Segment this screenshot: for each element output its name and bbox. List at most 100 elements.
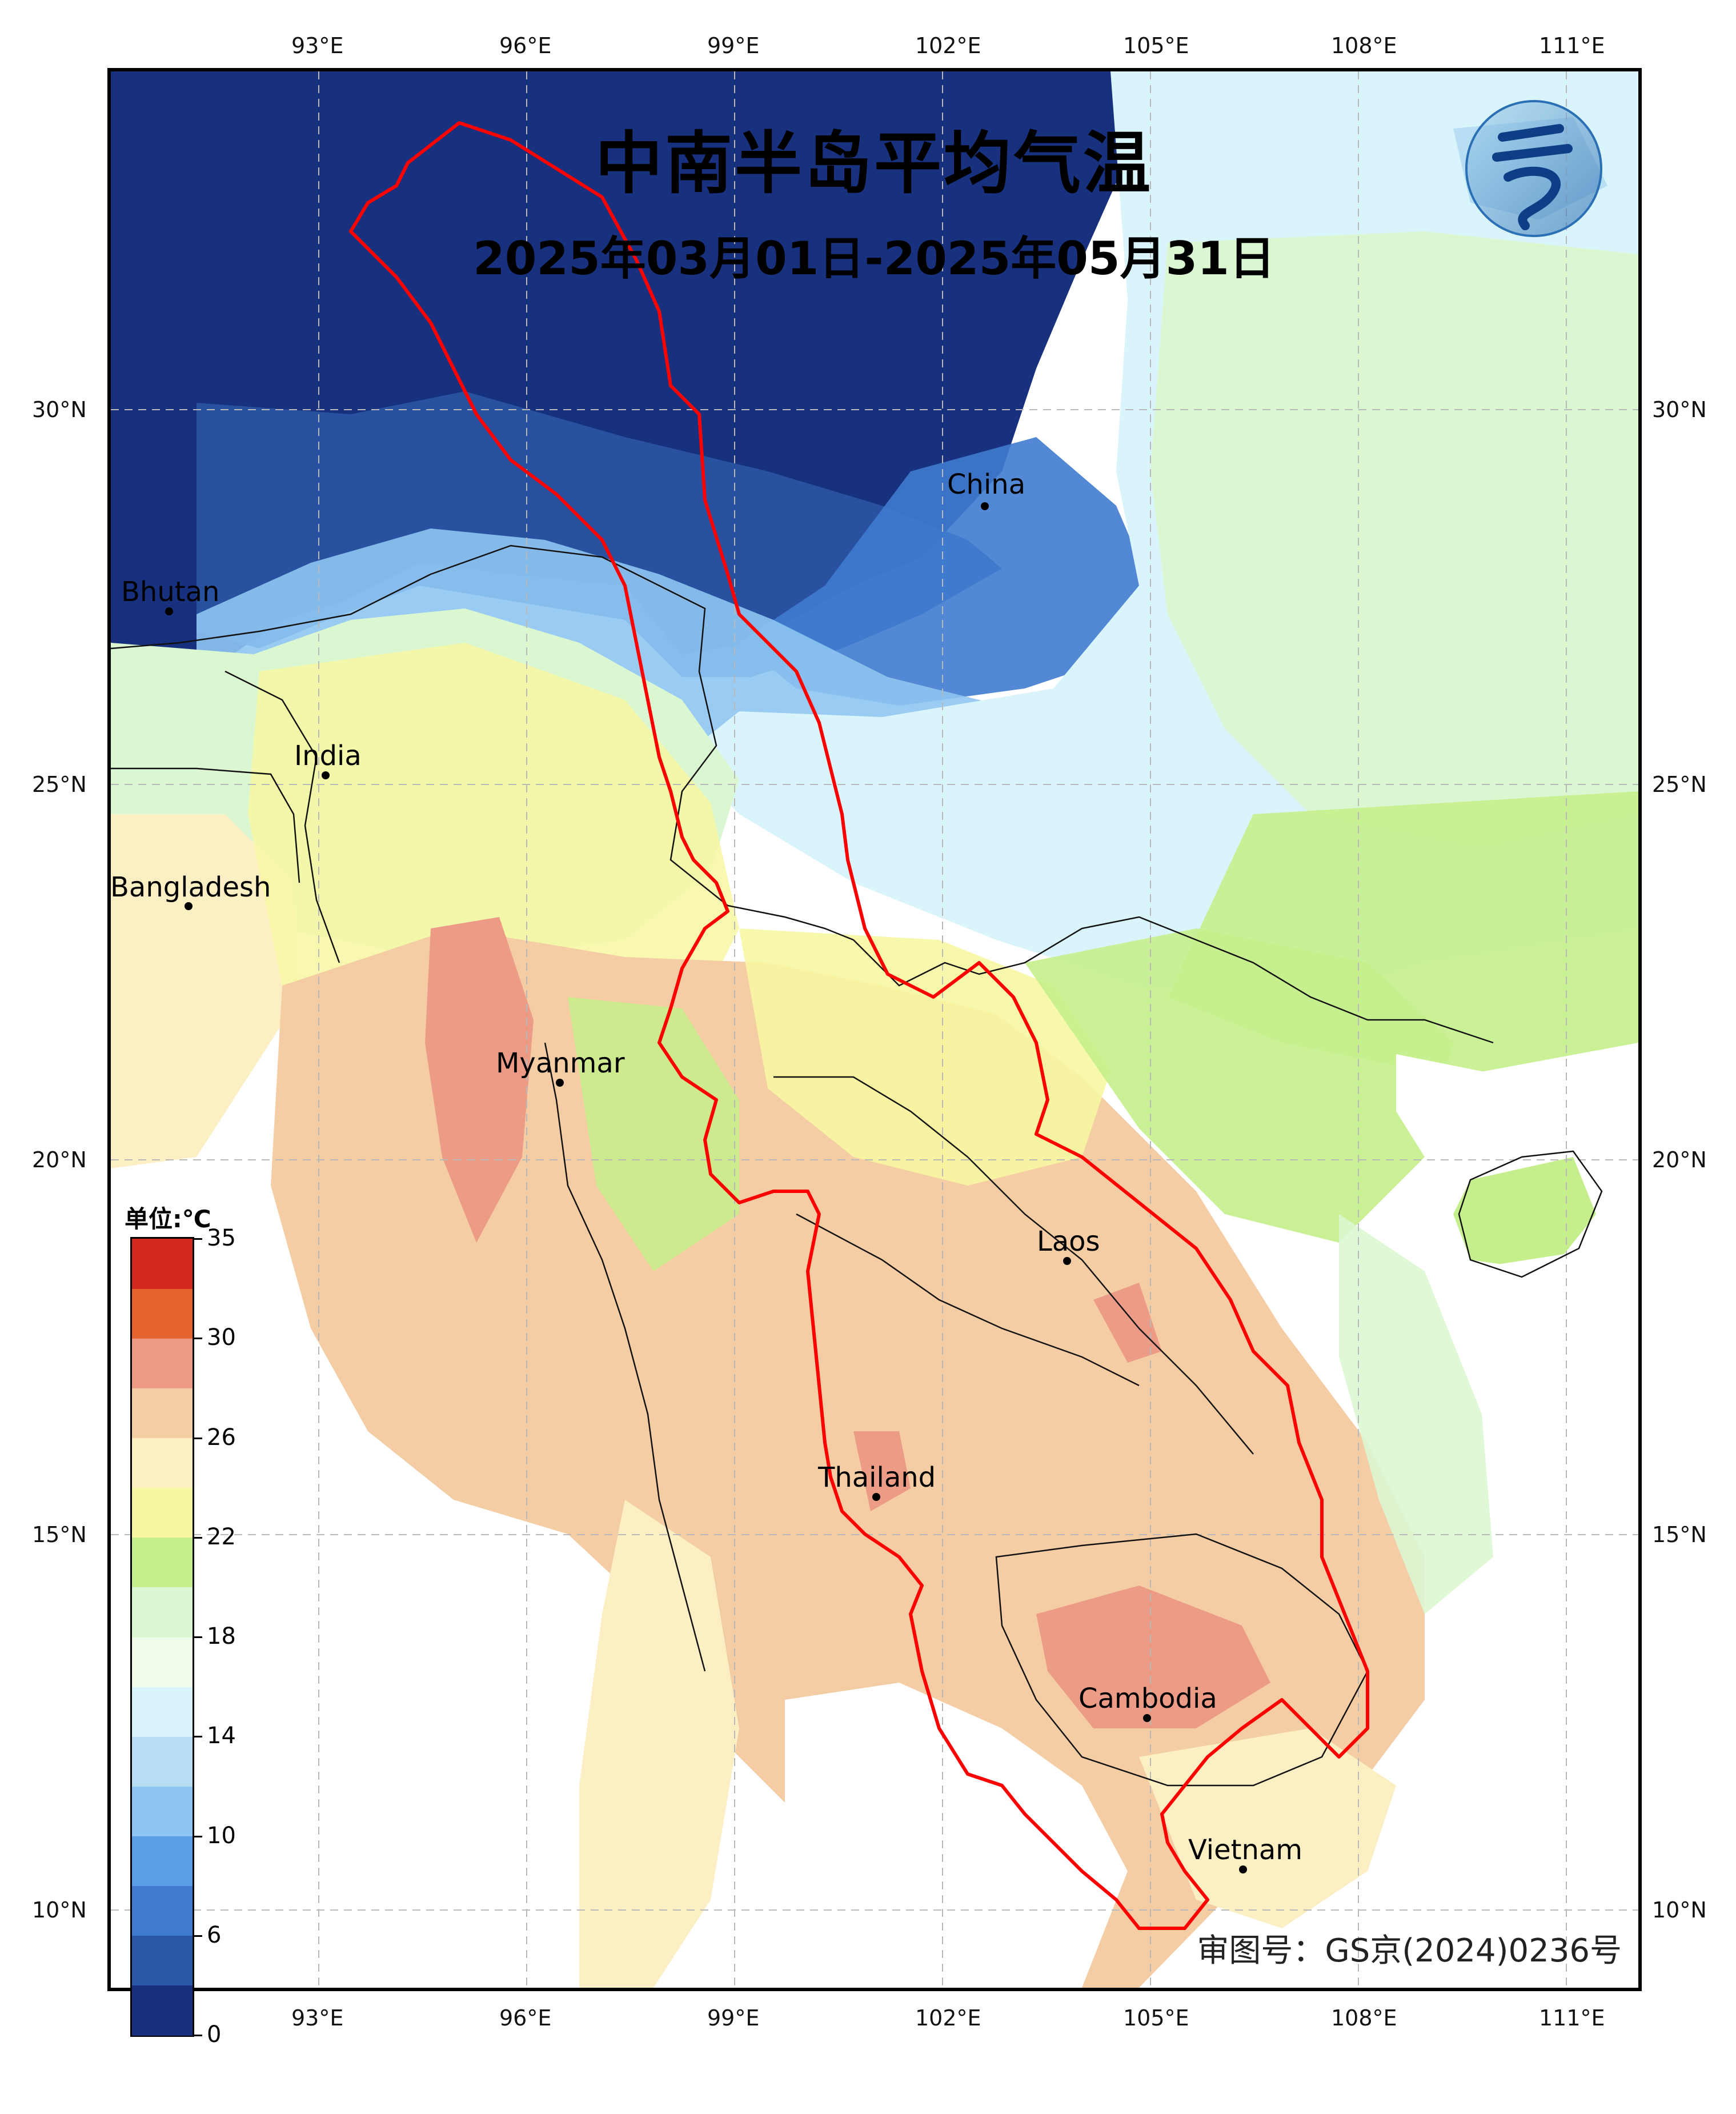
cambodia-hot: [1036, 1586, 1270, 1728]
colorbar-tick-label: 22: [207, 1523, 236, 1550]
lat-label-right-3: 15°N: [1652, 1522, 1707, 1547]
place-marker-cambodia: [1143, 1714, 1151, 1722]
lat-label-right-4: 10°N: [1652, 1897, 1707, 1923]
place-label-china: China: [947, 469, 1026, 501]
colorbar-segment: [132, 1537, 193, 1588]
colorbar-tick-mark: [194, 1437, 202, 1439]
map-panel: [107, 68, 1642, 1991]
colorbar-segment: [132, 1487, 193, 1538]
lon-label-bottom-5: 108°E: [1331, 2005, 1397, 2031]
myanmar-dry-zone-hot: [425, 917, 534, 1243]
place-label-cambodia: Cambodia: [1079, 1683, 1217, 1715]
lat-label-left-2: 20°N: [32, 1147, 87, 1172]
colorbar-tick-mark: [194, 1338, 202, 1340]
mekong-basin-outline: [349, 121, 1369, 1930]
lon-label-bottom-4: 105°E: [1123, 2005, 1189, 2031]
place-marker-china: [981, 502, 989, 510]
hainan-green: [1453, 1157, 1596, 1271]
lon-label-top-5: 108°E: [1331, 33, 1397, 58]
colorbar-tick-label: 0: [207, 2021, 222, 2048]
place-label-india: India: [294, 740, 362, 772]
place-label-vietnam: Vietnam: [1188, 1834, 1303, 1866]
lon-label-bottom-1: 96°E: [499, 2005, 552, 2031]
lon-label-top-0: 93°E: [291, 33, 344, 58]
lon-label-top-1: 96°E: [499, 33, 552, 58]
colorbar-tick-label: 30: [207, 1324, 236, 1351]
lon-label-top-2: 99°E: [707, 33, 760, 58]
colorbar-tick-label: 35: [207, 1225, 236, 1251]
temperature-map: [111, 71, 1638, 1988]
vietnam-coast-green: [1339, 1214, 1493, 1614]
lat-label-right-2: 20°N: [1652, 1147, 1707, 1172]
place-marker-laos: [1063, 1257, 1071, 1265]
place-label-thailand: Thailand: [818, 1462, 936, 1494]
lat-label-left-1: 25°N: [32, 772, 87, 797]
south-china-sea: [1396, 1243, 1638, 1988]
colorbar-tick-label: 26: [207, 1424, 236, 1451]
south-myanmar-strip: [579, 1500, 739, 1988]
colorbar: [130, 1237, 194, 2037]
vietnam-north-green: [1025, 928, 1453, 1243]
colorbar-tick-mark: [194, 1536, 202, 1539]
lat-label-right-0: 30°N: [1652, 397, 1707, 422]
lat-label-right-1: 25°N: [1652, 772, 1707, 797]
colorbar-tick-mark: [194, 1238, 202, 1240]
colorbar-segment: [132, 1985, 193, 2036]
colorbar-segment: [132, 1288, 193, 1339]
map-subtitle: 2025年03月01日-2025年05月31日: [473, 232, 1275, 285]
lon-label-bottom-6: 111°E: [1539, 2005, 1605, 2031]
colorbar-tick-mark: [194, 1935, 202, 1937]
place-marker-myanmar: [556, 1079, 564, 1087]
laos-hot: [1093, 1283, 1162, 1363]
colorbar-segment: [132, 1438, 193, 1488]
lon-label-top-3: 102°E: [915, 33, 981, 58]
colorbar-tick-mark: [194, 1636, 202, 1638]
lat-label-left-3: 15°N: [32, 1522, 87, 1547]
map-title: 中南半岛平均气温: [595, 124, 1153, 203]
place-marker-vietnam: [1239, 1865, 1247, 1873]
colorbar-segment: [132, 1338, 193, 1388]
colorbar-tick-mark: [194, 1736, 202, 1738]
mekong-delta: [1139, 1728, 1396, 1928]
colorbar-segment: [132, 1388, 193, 1438]
colorbar-segment: [132, 1836, 193, 1887]
place-label-myanmar: Myanmar: [496, 1047, 625, 1079]
gulf-of-tonkin: [1396, 1054, 1527, 1180]
lon-label-bottom-2: 99°E: [707, 2005, 760, 2031]
colorbar-segment: [132, 1587, 193, 1637]
colorbar-segment: [132, 1885, 193, 1936]
place-label-laos: Laos: [1037, 1226, 1100, 1258]
place-label-bangladesh: Bangladesh: [110, 871, 271, 903]
thailand-hot: [853, 1431, 911, 1511]
lon-label-top-6: 111°E: [1539, 33, 1605, 58]
south-china-green: [1150, 231, 1638, 848]
colorbar-tick-mark: [194, 2035, 202, 2036]
colorbar-tick-label: 10: [207, 1822, 236, 1849]
lon-label-top-4: 105°E: [1123, 33, 1189, 58]
colorbar-segment: [132, 1687, 193, 1737]
bay-of-bengal: [111, 1157, 568, 1988]
place-marker-thailand: [872, 1493, 880, 1501]
gulf-of-thailand: [785, 1683, 1128, 1988]
bangladesh-warm: [111, 814, 299, 1168]
myanmar-east-green: [568, 997, 739, 1271]
colorbar-unit-label: 单位:℃: [125, 1205, 211, 1233]
colorbar-tick-label: 18: [207, 1623, 236, 1649]
country-borders: [111, 544, 1603, 1787]
plateau-edge-blue: [739, 437, 1150, 706]
place-marker-bangladesh: [185, 902, 193, 910]
approval-number: 审图号：GS京(2024)0236号: [1197, 1932, 1622, 1969]
lon-label-bottom-0: 93°E: [291, 2005, 344, 2031]
meteorological-logo-icon: [1465, 100, 1602, 237]
graticule: [111, 71, 1638, 1988]
colorbar-tick-mark: [194, 1835, 202, 1837]
colorbar-tick-label: 14: [207, 1723, 236, 1749]
colorbar-tick-label: 6: [207, 1921, 222, 1948]
place-marker-india: [322, 771, 330, 779]
colorbar-segment: [132, 1935, 193, 1986]
colorbar-segment: [132, 1239, 193, 1289]
lat-label-left-0: 30°N: [32, 397, 87, 422]
place-label-bhutan: Bhutan: [121, 576, 220, 608]
lon-label-bottom-3: 102°E: [915, 2005, 981, 2031]
